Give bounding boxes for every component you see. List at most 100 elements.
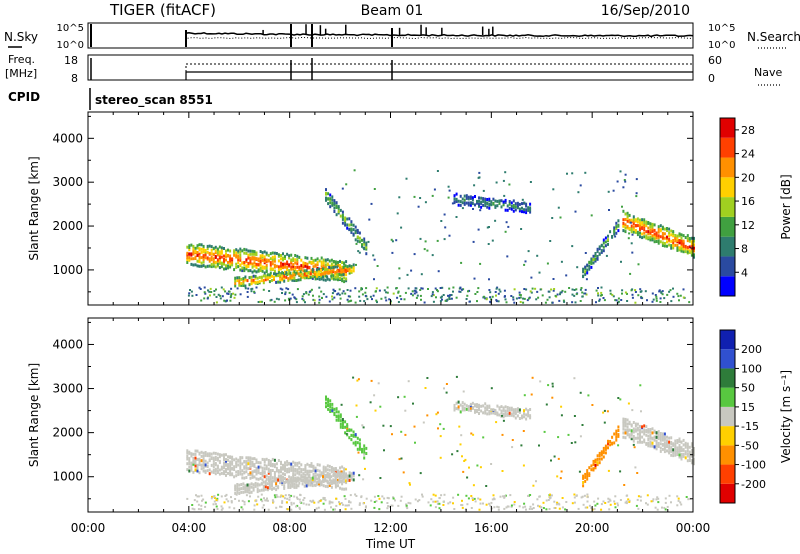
echo-cell [301, 297, 304, 300]
echo-cell [305, 271, 308, 275]
echo-cell [308, 503, 311, 506]
echo-cell [216, 253, 219, 257]
echo-cell [343, 480, 346, 484]
echo-cell [282, 262, 284, 266]
echo-cell [227, 500, 230, 503]
echo-cell [282, 472, 284, 476]
echo-cell [632, 217, 635, 221]
echo-cell [296, 270, 299, 273]
echo-cell [292, 271, 295, 275]
echo-cell [335, 504, 338, 507]
echo-cell [344, 425, 347, 429]
echo-cell [324, 278, 327, 282]
echo-cell [674, 444, 677, 448]
echo-cell [318, 301, 321, 304]
echo-cell [306, 471, 309, 475]
echo-cell [341, 418, 344, 421]
echo-cell [350, 433, 353, 437]
echo-cell [609, 230, 612, 234]
x-axis-label: Time UT [365, 537, 416, 551]
echo-cell [330, 258, 333, 262]
echo-cell [484, 199, 487, 203]
echo-cell [295, 480, 298, 484]
echo-cell [442, 427, 445, 430]
echo-cell [643, 430, 646, 434]
echo-cell [490, 387, 493, 390]
echo-cell [688, 249, 691, 253]
echo-cell [354, 229, 357, 233]
echo-cell [313, 272, 316, 276]
echo-cell [212, 262, 215, 266]
echo-cell [261, 457, 264, 461]
echo-cell [257, 259, 260, 263]
echo-cell [247, 287, 250, 290]
echo-cell [316, 473, 319, 477]
echo-cell [283, 486, 286, 490]
echo-cell [523, 201, 526, 204]
echo-cell [684, 445, 687, 449]
echo-cell [265, 253, 268, 257]
echo-cell [298, 507, 301, 510]
echo-cell [275, 272, 278, 276]
echo-cell [314, 263, 317, 267]
echo-cell [237, 249, 240, 253]
echo-cell [522, 297, 525, 300]
echo-cell [546, 298, 549, 301]
echo-cell [574, 210, 577, 213]
echo-cell [334, 485, 337, 489]
echo-cell [341, 217, 344, 221]
echo-cell [296, 463, 299, 467]
echo-cell [251, 262, 254, 266]
echo-cell [465, 407, 468, 411]
echo-cell [341, 423, 344, 427]
echo-cell [416, 294, 419, 297]
echo-cell [484, 204, 487, 208]
echo-cell [346, 479, 349, 482]
echo-cell [275, 297, 278, 300]
echo-cell [290, 501, 293, 504]
echo-cell [643, 438, 646, 442]
echo-cell [463, 194, 466, 198]
echo-cell [326, 475, 329, 479]
echo-cell [248, 283, 251, 287]
colorbar-tick-label: 100 [741, 362, 762, 375]
y-tick-label: 4000 [52, 131, 83, 145]
echo-cell [379, 477, 382, 479]
echo-cell [244, 275, 247, 279]
echo-cell [584, 171, 587, 174]
echo-cell [635, 192, 638, 195]
echo-cell [235, 248, 238, 252]
echo-cell [592, 459, 595, 463]
echo-cell [527, 250, 530, 253]
echo-cell [527, 206, 530, 210]
echo-cell [312, 294, 314, 297]
echo-cell [429, 504, 432, 507]
echo-cell [224, 495, 227, 497]
echo-cell [340, 476, 343, 480]
y-tick-label: 3000 [52, 382, 83, 396]
echo-cell [672, 295, 675, 298]
echo-cell [308, 464, 311, 467]
echo-cell [561, 497, 564, 499]
echo-cell [604, 444, 607, 448]
echo-cell [311, 276, 314, 280]
echo-cell [622, 435, 625, 439]
echo-cell [657, 433, 660, 437]
echo-cell [236, 488, 239, 491]
echo-cell [288, 498, 291, 501]
echo-cell [535, 298, 538, 301]
echo-cell [598, 457, 601, 461]
echo-cell [257, 301, 260, 303]
echo-cell [328, 464, 331, 468]
echo-cell [303, 480, 306, 484]
echo-cell [280, 254, 282, 257]
nsky-trace-group [90, 24, 694, 47]
echo-cell [335, 418, 338, 422]
echo-cell [210, 252, 213, 256]
echo-cell [286, 252, 289, 256]
echo-cell [470, 495, 473, 497]
echo-cell [271, 482, 273, 486]
echo-cell [651, 234, 654, 238]
echo-cell [449, 294, 452, 297]
echo-cell [209, 287, 212, 290]
